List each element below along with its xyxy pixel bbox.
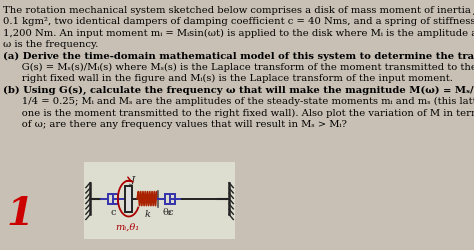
- Text: mᵢ,θ₁: mᵢ,θ₁: [116, 222, 140, 230]
- Text: c: c: [110, 207, 116, 216]
- Text: The rotation mechanical system sketched below comprises a disk of mass moment of: The rotation mechanical system sketched …: [2, 6, 474, 14]
- Bar: [165, 194, 175, 204]
- Bar: [84, 162, 235, 240]
- Text: k: k: [145, 209, 150, 218]
- Text: of ω; are there any frequency values that will result in Mₛ > Mᵢ?: of ω; are there any frequency values tha…: [2, 120, 346, 128]
- Text: (a) Derive the time-domain mathematical model of this system to determine the tr: (a) Derive the time-domain mathematical …: [2, 51, 474, 60]
- Text: 1: 1: [7, 194, 34, 232]
- Text: 1,200 Nm. An input moment mᵢ = Mᵢsin(ωt) is applied to the disk where Mᵢ is the : 1,200 Nm. An input moment mᵢ = Mᵢsin(ωt)…: [2, 28, 474, 38]
- Text: θ₂: θ₂: [163, 207, 172, 216]
- Text: (b) Using G(s), calculate the frequency ω that will make the magnitude M(ω) = Mₛ: (b) Using G(s), calculate the frequency …: [2, 86, 474, 94]
- Text: ω is the frequency.: ω is the frequency.: [2, 40, 98, 49]
- Text: c: c: [167, 207, 173, 216]
- Text: 1/4 = 0.25; Mᵢ and Mₛ are the amplitudes of the steady-state moments mᵢ and mₛ (: 1/4 = 0.25; Mᵢ and Mₛ are the amplitudes…: [2, 97, 474, 106]
- Bar: [108, 194, 118, 204]
- Text: right fixed wall in the figure and Mᵢ(s) is the Laplace transform of the input m: right fixed wall in the figure and Mᵢ(s)…: [2, 74, 452, 83]
- Text: 0.1 kgm², two identical dampers of damping coefficient c = 40 Nms, and a spring : 0.1 kgm², two identical dampers of dampi…: [2, 17, 474, 26]
- Text: G(s) = Mₛ(s)/Mᵢ(s) where Mₛ(s) is the Laplace transform of the moment transmitte: G(s) = Mₛ(s)/Mᵢ(s) where Mₛ(s) is the La…: [2, 62, 474, 72]
- Text: J: J: [131, 175, 135, 184]
- Bar: [125, 186, 132, 212]
- Text: one is the moment transmitted to the right fixed wall). Also plot the variation : one is the moment transmitted to the rig…: [2, 108, 474, 117]
